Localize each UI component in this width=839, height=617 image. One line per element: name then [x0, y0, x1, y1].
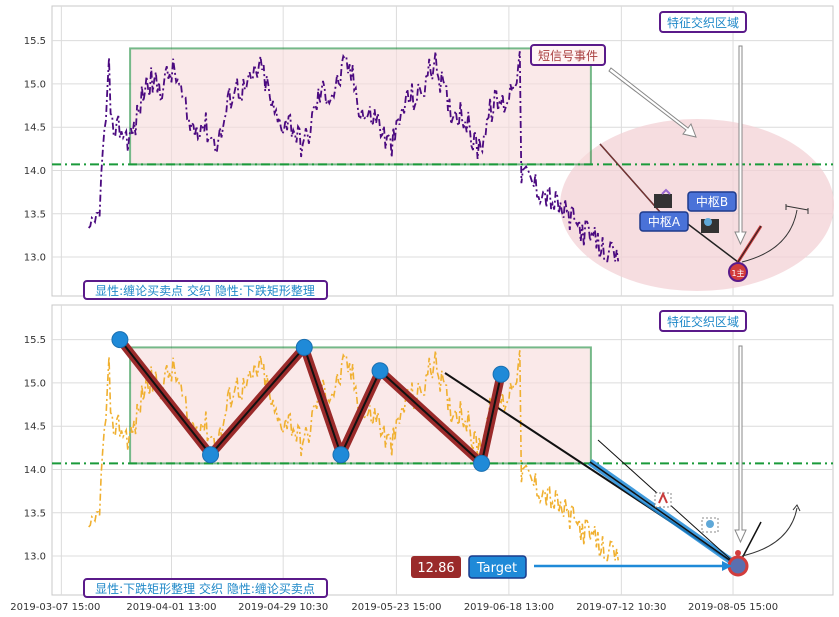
x-tick-label: 2019-07-12 10:30 [576, 602, 666, 613]
rebound-curve [741, 507, 798, 557]
target-arrow-head [722, 561, 732, 571]
bottom-price-series [88, 350, 619, 562]
price-tag: 12.86 [417, 561, 454, 576]
bottom-region-label: 特征交织区域 [667, 314, 739, 329]
zigzag-point [202, 446, 220, 464]
zigzag-point [295, 338, 313, 356]
target-label: Target [476, 561, 517, 576]
bottom-region-label-box [659, 310, 747, 332]
bottom-caption-box [83, 578, 328, 598]
rectangle-zone [129, 47, 592, 166]
y-tick-label: 15.5 [24, 335, 46, 346]
pivot-a-label: 中枢A [648, 214, 681, 229]
chan-stroke-1-highlight [599, 143, 661, 213]
top-region-label: 特征交织区域 [667, 15, 739, 30]
top-y-ticks: 13.0 13.5 14.0 14.5 15.0 15.5 [24, 36, 46, 263]
top-caption-box [83, 280, 328, 300]
bottom-y-ticks: 13.0 13.5 14.0 14.5 15.0 15.5 [24, 335, 46, 562]
y-tick-label: 15.0 [24, 79, 46, 90]
y-tick-label: 13.5 [24, 209, 46, 220]
pivot-a-label-box [639, 211, 689, 232]
projection-bracket [785, 204, 809, 214]
bottom-pivot-b-mark [706, 520, 714, 528]
event-pointer-arrow [608, 67, 697, 138]
pivot-b-label: 中枢B [696, 194, 728, 209]
y-tick-label: 15.5 [24, 36, 46, 47]
top-region-label-box [659, 11, 747, 33]
bottom-caption: 显性:下跌矩形整理 交织 隐性:缠论买卖点 [95, 581, 315, 596]
x-axis-ticks: 2019-03-07 15:00 2019-04-01 13:00 2019-04-… [10, 602, 778, 613]
top-caption: 显性:缠论买卖点 交织 隐性:下跌矩形整理 [95, 283, 315, 298]
buy-point-marker-label: 1主 [731, 268, 744, 278]
zigzag-point [492, 365, 510, 383]
pivot-b-label-box [687, 191, 737, 212]
event-label: 短信号事件 [538, 49, 598, 63]
bottom-panel: 13.0 13.5 14.0 14.5 15.0 15.5 12.86 Target 特征… [24, 304, 834, 598]
target-point-accent [735, 550, 741, 556]
y-tick-label: 15.0 [24, 378, 46, 389]
bottom-pivot-a-mark [658, 491, 668, 504]
x-tick-label: 2019-06-18 13:00 [464, 602, 554, 613]
top-panel: 13.0 13.5 14.0 14.5 15.0 15.5 1主 中枢A 中枢B 短信号事… [24, 5, 834, 300]
pivot-b-mark [704, 218, 712, 226]
pivot-a-box [654, 194, 672, 208]
chan-zigzag [111, 331, 510, 472]
bottom-frame [51, 304, 834, 596]
top-rectangle-pattern [129, 47, 592, 166]
x-tick-label: 2019-04-01 13:00 [126, 602, 216, 613]
x-tick-label: 2019-04-29 10:30 [238, 602, 328, 613]
top-price-series [88, 51, 620, 263]
chan-stroke-3-core [737, 225, 762, 263]
y-tick-label: 14.0 [24, 166, 46, 177]
price-tag-box [411, 556, 461, 578]
y-tick-label: 13.0 [24, 552, 46, 563]
pivot-a-mark [661, 188, 671, 195]
event-label-box [530, 44, 606, 66]
zigzag-point [473, 454, 491, 472]
y-tick-label: 14.5 [24, 422, 46, 433]
bottom-down-pointer-arrow [734, 345, 747, 544]
x-tick-label: 2019-05-23 15:00 [351, 602, 441, 613]
zigzag-point [371, 362, 389, 380]
x-tick-label: 2019-03-07 15:00 [10, 602, 100, 613]
zigzag-point [332, 446, 350, 464]
y-tick-label: 13.0 [24, 253, 46, 264]
rebound-arrowhead [792, 504, 801, 512]
y-tick-label: 13.5 [24, 508, 46, 519]
x-tick-label: 2019-08-05 15:00 [688, 602, 778, 613]
buy-point-marker [728, 262, 748, 282]
breakdown-projection-core [589, 461, 739, 567]
y-tick-label: 14.0 [24, 465, 46, 476]
down-pointer-arrow [734, 45, 747, 246]
zigzag-point [111, 331, 129, 349]
top-frame [51, 5, 834, 297]
target-label-box [468, 555, 527, 579]
projection-curve [741, 209, 798, 263]
y-tick-label: 14.5 [24, 123, 46, 134]
